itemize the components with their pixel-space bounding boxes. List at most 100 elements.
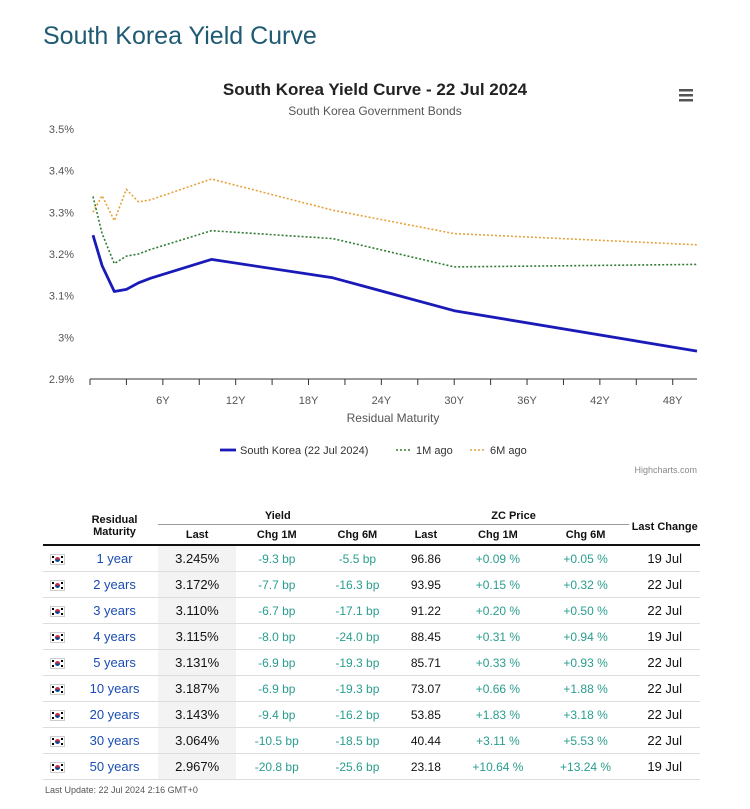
header-residual-maturity: Residual Maturity <box>91 514 138 538</box>
maturity-link[interactable]: 5 years <box>93 655 136 670</box>
yield-last-cell: 3.131% <box>157 649 237 676</box>
yield-last-cell: 3.064% <box>157 727 237 754</box>
last-change-cell: 19 Jul <box>629 545 700 572</box>
chart-title: South Korea Yield Curve - 22 Jul 2024 <box>223 80 528 99</box>
x-tick-label: 6Y <box>156 395 170 407</box>
zc-chg-1m-cell: +0.15 % <box>454 571 542 598</box>
zc-last-cell: 73.07 <box>397 675 455 702</box>
y-axis: 2.9% 3% 3.1% 3.2% 3.3% 3.4% 3.5% <box>49 124 74 386</box>
yield-chg-1m-cell: -6.7 bp <box>236 597 318 624</box>
yield-chg-1m-cell: -9.4 bp <box>236 701 318 728</box>
y-tick-label: 2.9% <box>49 374 74 386</box>
maturity-link[interactable]: 1 year <box>96 551 133 566</box>
south-korea-flag-icon <box>49 605 65 617</box>
south-korea-flag-icon <box>49 579 65 591</box>
last-change-cell: 19 Jul <box>629 623 700 650</box>
zc-last-cell: 93.95 <box>397 571 455 598</box>
yield-chg-6m-cell: -25.6 bp <box>317 753 398 780</box>
legend-label: 1M ago <box>416 445 453 457</box>
yield-last-cell: 3.110% <box>157 597 237 624</box>
maturity-cell: 3 years <box>71 597 158 624</box>
table-row: 20 years 3.143% -9.4 bp -16.2 bp 53.85 +1.83 … <box>43 701 700 728</box>
page-title: South Korea Yield Curve <box>43 22 317 50</box>
yield-curve-chart: South Korea Yield Curve - 22 Jul 2024 So… <box>49 80 698 475</box>
yield-chg-1m-cell: -7.7 bp <box>236 571 318 598</box>
maturity-cell: 50 years <box>71 753 158 780</box>
zc-chg-6m-cell: +5.53 % <box>541 727 630 754</box>
maturity-link[interactable]: 20 years <box>89 707 140 722</box>
maturity-cell: 4 years <box>71 623 158 650</box>
zc-chg-1m-cell: +3.11 % <box>454 727 542 754</box>
y-tick-label: 3.1% <box>49 291 74 303</box>
table-row: 5 years 3.131% -6.9 bp -19.3 bp 85.71 +0.33 %… <box>43 649 700 676</box>
legend-label: 6M ago <box>490 445 527 457</box>
yield-chg-6m-cell: -24.0 bp <box>317 623 398 650</box>
south-korea-flag-icon <box>49 657 65 669</box>
series-line-current <box>91 234 698 353</box>
zc-last-cell: 85.71 <box>397 649 455 676</box>
maturity-link[interactable]: 30 years <box>89 733 140 748</box>
last-change-cell: 22 Jul <box>629 649 700 676</box>
y-tick-label: 3.4% <box>49 166 74 178</box>
zc-last-cell: 53.85 <box>397 701 455 728</box>
yield-chg-1m-cell: -8.0 bp <box>236 623 318 650</box>
header-zc-last: Last <box>397 524 455 545</box>
last-change-cell: 22 Jul <box>629 571 700 598</box>
yield-chg-1m-cell: -6.9 bp <box>236 675 318 702</box>
zc-chg-6m-cell: +0.05 % <box>541 545 630 572</box>
zc-chg-1m-cell: +10.64 % <box>454 753 542 780</box>
maturity-cell: 20 years <box>71 701 158 728</box>
zc-chg-6m-cell: +0.50 % <box>541 597 630 624</box>
yield-chg-6m-cell: -5.5 bp <box>317 545 398 572</box>
yield-chg-6m-cell: -18.5 bp <box>317 727 398 754</box>
maturity-link[interactable]: 2 years <box>93 577 136 592</box>
legend-item[interactable]: 1M ago <box>396 445 453 457</box>
series-line-1m-ago <box>92 196 698 268</box>
zc-chg-6m-cell: +0.32 % <box>541 571 630 598</box>
table-row: 10 years 3.187% -6.9 bp -19.3 bp 73.07 +0.66 … <box>43 675 700 702</box>
maturity-cell: 10 years <box>71 675 158 702</box>
chart-subtitle: South Korea Government Bonds <box>288 104 461 118</box>
yield-chg-6m-cell: -16.2 bp <box>317 701 398 728</box>
flag-cell <box>43 545 72 572</box>
yield-last-cell: 3.172% <box>157 571 237 598</box>
gridlines <box>90 128 697 338</box>
yield-chg-1m-cell: -20.8 bp <box>236 753 318 780</box>
legend-item[interactable]: South Korea (22 Jul 2024) <box>220 445 368 457</box>
zc-last-cell: 88.45 <box>397 623 455 650</box>
maturity-link[interactable]: 10 years <box>89 681 140 696</box>
x-tick-label: 36Y <box>517 395 537 407</box>
yield-last-cell: 3.115% <box>157 623 237 650</box>
yield-chg-1m-cell: -10.5 bp <box>236 727 318 754</box>
header-yield: Yield <box>157 508 398 525</box>
last-change-cell: 19 Jul <box>629 753 700 780</box>
zc-chg-6m-cell: +1.88 % <box>541 675 630 702</box>
table-row: 3 years 3.110% -6.7 bp -17.1 bp 91.22 +0.20 %… <box>43 597 700 624</box>
yield-chg-1m-cell: -9.3 bp <box>236 545 318 572</box>
last-change-cell: 22 Jul <box>629 597 700 624</box>
flag-cell <box>43 701 72 728</box>
x-axis-label: Residual Maturity <box>347 411 440 425</box>
yield-last-cell: 3.143% <box>157 701 237 728</box>
last-change-cell: 22 Jul <box>629 675 700 702</box>
zc-chg-6m-cell: +3.18 % <box>541 701 630 728</box>
maturity-link[interactable]: 50 years <box>89 759 140 774</box>
chart-credits[interactable]: Highcharts.com <box>634 465 697 475</box>
maturity-link[interactable]: 4 years <box>93 629 136 644</box>
legend-item[interactable]: 6M ago <box>470 445 527 457</box>
yield-chg-6m-cell: -19.3 bp <box>317 675 398 702</box>
maturity-cell: 2 years <box>71 571 158 598</box>
header-zc-price: ZC Price <box>397 508 630 525</box>
table-row: 4 years 3.115% -8.0 bp -24.0 bp 88.45 +0.31 %… <box>43 623 700 650</box>
maturity-link[interactable]: 3 years <box>93 603 136 618</box>
south-korea-flag-icon <box>49 631 65 643</box>
yield-chg-1m-cell: -6.9 bp <box>236 649 318 676</box>
legend-label: South Korea (22 Jul 2024) <box>240 445 368 457</box>
flag-cell <box>43 753 72 780</box>
y-tick-label: 3.2% <box>49 249 74 261</box>
flag-cell <box>43 649 72 676</box>
flag-cell <box>43 597 72 624</box>
zc-chg-1m-cell: +1.83 % <box>454 701 542 728</box>
chart-menu-icon[interactable] <box>676 87 696 103</box>
zc-chg-1m-cell: +0.20 % <box>454 597 542 624</box>
